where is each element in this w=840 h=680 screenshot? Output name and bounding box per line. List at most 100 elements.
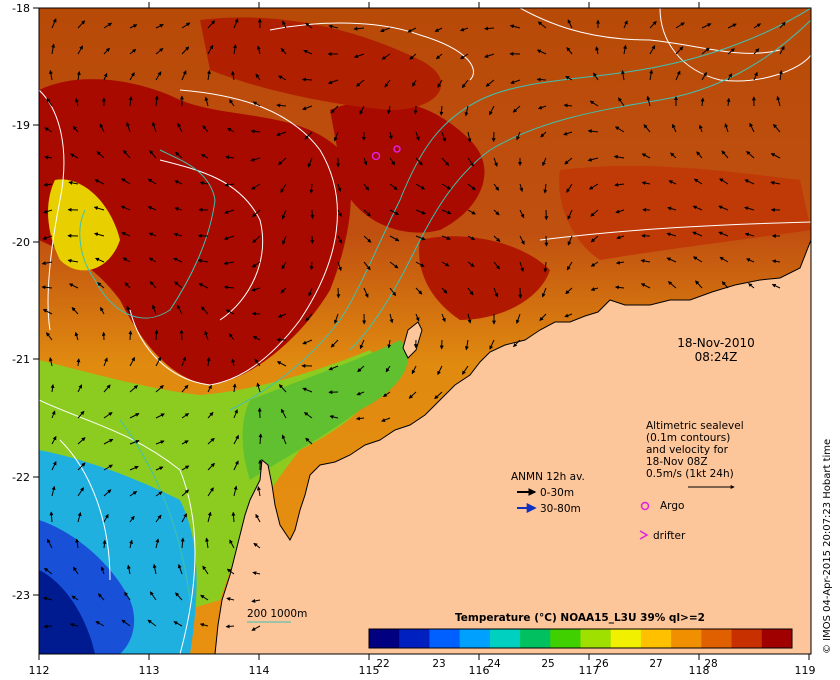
velocity-arrow [467, 131, 472, 143]
x-axis [38, 2, 810, 660]
velocity-arrow [94, 257, 105, 263]
velocity-arrow [385, 365, 391, 373]
velocity-arrow [225, 309, 235, 315]
velocity-arrow [49, 511, 54, 523]
velocity-arrow [587, 129, 599, 134]
velocity-arrow [97, 593, 105, 601]
sealevel-contours [39, 8, 811, 654]
anmn-depth-shallow: 0-30m [540, 487, 574, 499]
velocity-arrow [226, 568, 235, 575]
velocity-arrow [415, 131, 420, 141]
velocity-arrow [593, 72, 599, 81]
velocity-arrow [566, 47, 573, 55]
velocity-arrow [155, 413, 165, 419]
isobath-legend-label: 200 1000m [247, 608, 307, 620]
velocity-arrow [748, 283, 755, 289]
velocity-arrow [251, 625, 261, 631]
velocity-arrow [74, 331, 79, 341]
velocity-arrow [336, 287, 341, 299]
velocity-arrow [363, 183, 370, 191]
velocity-arrow [282, 20, 287, 29]
velocity-arrow [333, 313, 339, 325]
velocity-arrow [544, 235, 549, 247]
velocity-arrow [513, 339, 521, 348]
x-tick-label: 112 [29, 664, 50, 677]
velocity-arrow [441, 131, 446, 142]
velocity-arrow [536, 77, 547, 82]
velocity-arrow [407, 27, 417, 33]
velocity-arrow [177, 122, 183, 133]
velocity-arrow [541, 287, 547, 298]
colorbar-segment [550, 629, 581, 648]
velocity-arrow [413, 105, 418, 115]
velocity-arrow [565, 287, 573, 295]
velocity-arrow [330, 339, 339, 348]
colorbar-segment [731, 629, 763, 648]
velocity-arrow [563, 103, 573, 108]
velocity-arrow [435, 53, 443, 60]
velocity-arrow [643, 124, 651, 133]
velocity-arrow [434, 391, 443, 400]
velocity-arrow [493, 183, 500, 191]
warm-core-south [419, 236, 550, 320]
velocity-arrow [437, 365, 443, 376]
x-tick-label: 113 [139, 664, 160, 677]
velocity-arrow [155, 538, 160, 549]
velocity-arrow [71, 595, 79, 601]
velocity-arrow [537, 105, 547, 110]
velocity-arrow [327, 79, 339, 85]
velocity-arrow [484, 53, 495, 58]
velocity-arrow [749, 122, 755, 133]
velocity-arrow [441, 313, 446, 323]
velocity-arrow [355, 79, 365, 87]
velocity-arrow [126, 122, 131, 133]
velocity-arrow [753, 48, 760, 55]
velocity-arrow [771, 259, 781, 264]
velocity-arrow [176, 304, 183, 315]
velocity-arrow [441, 183, 452, 190]
y-tick-label: -23 [12, 589, 30, 602]
velocity-arrow [200, 306, 209, 315]
velocity-arrow [76, 358, 81, 367]
velocity-arrow [389, 183, 398, 191]
velocity-arrow [461, 79, 469, 89]
velocity-arrow [337, 261, 342, 272]
velocity-arrow [588, 183, 599, 190]
velocity-arrow [224, 209, 235, 214]
velocity-arrow [94, 179, 105, 185]
patch-yellow [48, 179, 120, 271]
velocity-arrow [489, 105, 495, 116]
y-tick-label: -18 [12, 2, 30, 15]
velocity-arrow [128, 330, 133, 341]
velocity-arrow [461, 365, 469, 375]
velocity-arrow [565, 75, 573, 81]
velocity-arrow [121, 619, 131, 627]
velocity-arrow [103, 72, 108, 81]
velocity-arrow [519, 183, 524, 192]
velocity-arrow [700, 97, 705, 107]
x-tick-label: 116 [469, 664, 490, 677]
velocity-arrow [778, 70, 783, 81]
velocity-arrow [224, 182, 235, 187]
velocity-arrow [198, 283, 209, 289]
velocity-arrow [280, 408, 287, 419]
velocity-arrow [207, 462, 215, 471]
velocity-arrow [459, 27, 469, 32]
velocity-arrow [181, 489, 189, 497]
velocity-arrow [305, 22, 313, 29]
velocity-arrow [616, 235, 625, 240]
velocity-arrow [103, 47, 110, 55]
argo-legend-label: Argo [660, 500, 684, 512]
velocity-arrow [355, 416, 365, 421]
velocity-arrow [151, 304, 157, 315]
velocity-arrow [537, 21, 547, 29]
velocity-arrow [181, 413, 190, 419]
velocity-arrow [310, 235, 315, 244]
drifter-legend-label: drifter [653, 530, 686, 542]
colorbar-segment [701, 629, 733, 648]
velocity-arrow [181, 384, 189, 393]
velocity-arrow [44, 155, 53, 160]
velocity-arrow [103, 357, 108, 367]
colorbar-tick: 23 [432, 658, 445, 670]
